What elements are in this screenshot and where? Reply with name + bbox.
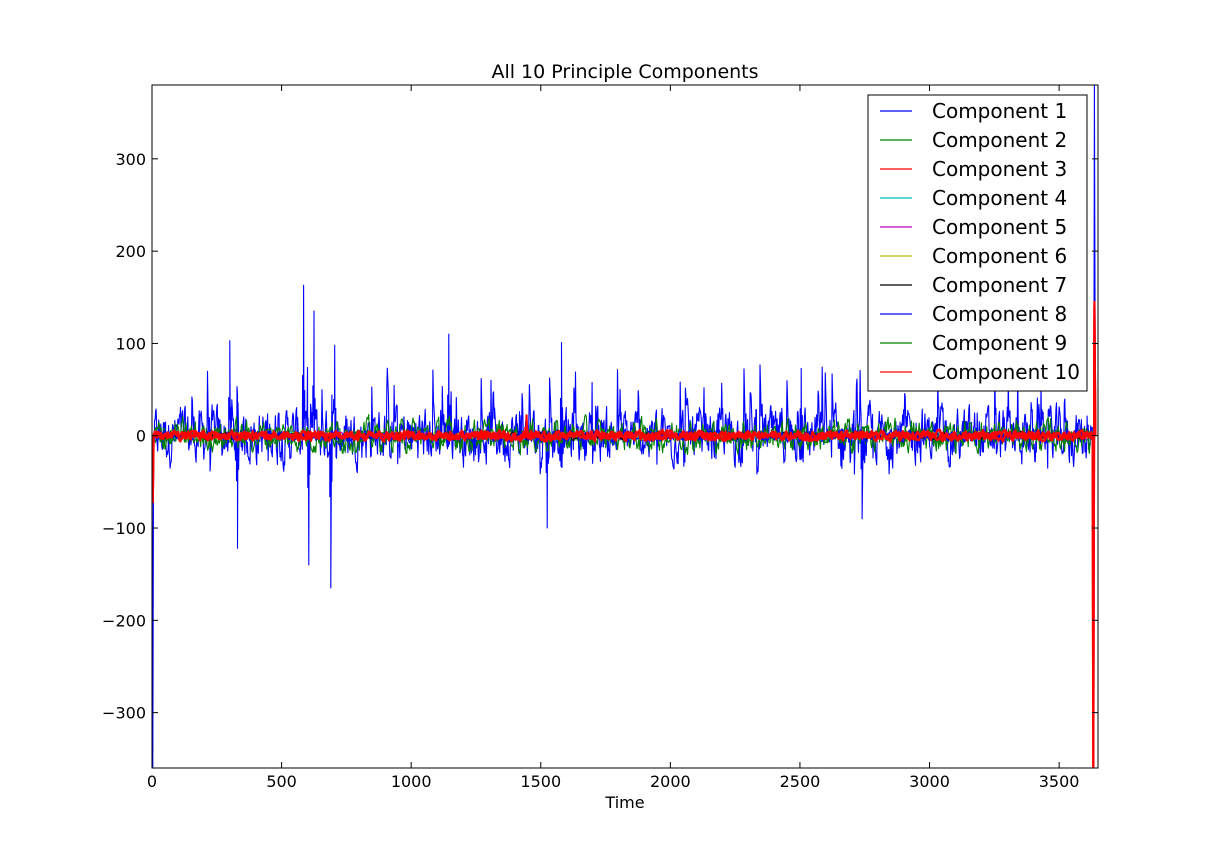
legend-label: Component 6 [932, 244, 1067, 268]
y-tick-label: −100 [102, 519, 146, 538]
chart-title: All 10 Principle Components [491, 61, 758, 83]
legend-label: Component 3 [932, 157, 1067, 181]
legend-label: Component 5 [932, 215, 1067, 239]
x-axis-label: Time [604, 793, 644, 812]
x-tick-label: 1000 [391, 772, 432, 791]
legend-label: Component 9 [932, 331, 1067, 355]
y-tick-label: 100 [115, 334, 146, 353]
legend-label: Component 2 [932, 128, 1067, 152]
legend-box [867, 94, 1088, 392]
legend-label: Component 1 [932, 99, 1067, 123]
y-tick-label: −200 [102, 611, 146, 630]
x-tick-label: 0 [147, 772, 157, 791]
y-tick-label: 300 [115, 150, 146, 169]
x-tick-label: 3500 [1039, 772, 1080, 791]
plot-frame [151, 84, 1099, 769]
legend-label: Component 10 [932, 360, 1080, 384]
y-tick-label: −300 [102, 704, 146, 723]
x-tick-label: 2500 [780, 772, 821, 791]
legend-label: Component 8 [932, 302, 1067, 326]
y-tick-label: 0 [136, 427, 146, 446]
x-tick-label: 1500 [520, 772, 561, 791]
x-tick-label: 2000 [650, 772, 691, 791]
x-axis: 0 500 1000 1500 2000 2500 3000 3500 [147, 85, 1080, 791]
x-tick-label: 3000 [909, 772, 950, 791]
x-tick-label: 500 [266, 772, 297, 791]
legend-label: Component 4 [932, 186, 1067, 210]
legend: Component 1 Component 2 Component 3 Compone… [867, 94, 1088, 392]
series-layer [152, 85, 1097, 768]
series-line-component-10 [152, 305, 1097, 768]
y-tick-label: 200 [115, 242, 146, 261]
legend-label: Component 7 [932, 273, 1067, 297]
y-axis: −300 −200 −100 0 100 200 300 [102, 150, 1098, 723]
